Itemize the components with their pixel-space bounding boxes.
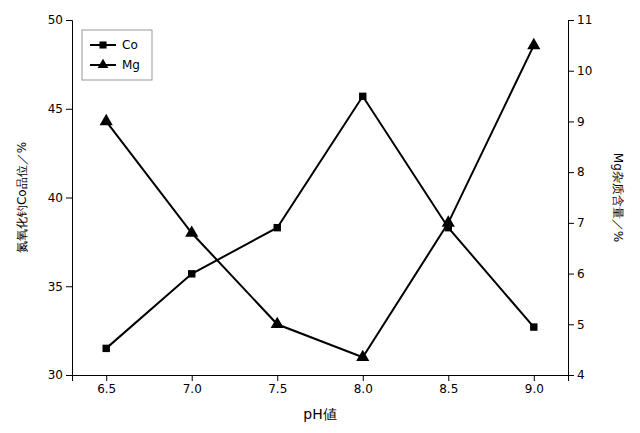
line — [106, 96, 534, 348]
legend-symbol — [99, 41, 106, 48]
tick-label: 9 — [577, 115, 585, 129]
tick-mark — [568, 223, 574, 224]
legend: Co Mg — [82, 30, 152, 80]
x-axis-title: pH値 — [303, 406, 336, 422]
tick-mark — [66, 109, 72, 110]
y-axis: 30 35 40 45 50 — [48, 13, 73, 382]
point — [100, 114, 113, 125]
y2-axis: 4 5 6 7 8 9 10 11 — [568, 13, 592, 382]
tick-label: 6 — [577, 267, 585, 281]
tick-mark — [568, 375, 574, 376]
point — [442, 215, 455, 226]
tick: 6.5 — [97, 375, 116, 396]
legend-item: Mg — [90, 58, 140, 72]
tick-label: 40 — [48, 191, 63, 205]
tick-label: 45 — [48, 102, 63, 116]
tick: 5 — [568, 318, 585, 332]
tick-label: 9.0 — [525, 382, 544, 396]
tick-label: 8.5 — [439, 382, 458, 396]
tick-label: 7.5 — [268, 382, 287, 396]
legend-item: Co — [90, 38, 138, 52]
tick-mark — [66, 375, 72, 376]
tick-label: 7.0 — [183, 382, 202, 396]
point — [359, 93, 366, 100]
tick: 50 — [48, 13, 72, 27]
axis-line — [73, 376, 569, 382]
series — [100, 38, 541, 361]
tick: 8.0 — [354, 375, 373, 396]
tick-label: 11 — [577, 13, 592, 27]
tick-mark — [106, 375, 107, 381]
tick-label: 4 — [577, 368, 585, 382]
y-axis-title: 氮氧化钓Co品位／% — [15, 142, 29, 253]
tick-mark — [568, 121, 574, 122]
marks — [100, 38, 541, 361]
tick-label: 10 — [577, 64, 592, 78]
point — [530, 323, 537, 330]
tick-mark — [534, 375, 535, 381]
chart: 6.57.07.58.08.59.030354045504567891011pH… — [0, 0, 640, 433]
tick: 7.0 — [183, 375, 202, 396]
tick-mark — [568, 324, 574, 325]
tick: 8 — [568, 165, 585, 179]
tick-mark — [66, 20, 72, 21]
point — [274, 224, 281, 231]
tick: 11 — [568, 13, 592, 27]
tick-mark — [277, 375, 278, 381]
point — [356, 350, 369, 361]
tick-mark — [192, 375, 193, 381]
tick: 45 — [48, 102, 72, 116]
point — [102, 345, 109, 352]
series — [102, 93, 537, 352]
tick-mark — [448, 375, 449, 381]
tick: 9 — [568, 115, 585, 129]
tick-label: 50 — [48, 13, 63, 27]
tick: 7 — [568, 216, 585, 230]
tick-mark — [66, 198, 72, 199]
axis-line — [569, 21, 575, 376]
tick: 6 — [568, 267, 585, 281]
legend-symbol — [98, 59, 109, 68]
tick-label: 8.0 — [354, 382, 373, 396]
line — [106, 45, 534, 357]
point — [527, 38, 540, 49]
tick-label: 35 — [48, 280, 63, 294]
tick-label: 7 — [577, 216, 585, 230]
point — [185, 225, 198, 236]
tick-label: 8 — [577, 165, 585, 179]
x-axis: 6.5 7.0 7.5 8.0 8.5 9.0 — [73, 375, 569, 396]
legend-label: Mg — [122, 58, 140, 72]
tick: 7.5 — [268, 375, 287, 396]
tick-mark — [568, 71, 574, 72]
tick: 10 — [568, 64, 592, 78]
tick-mark — [66, 286, 72, 287]
tick: 9.0 — [525, 375, 544, 396]
tick: 35 — [48, 280, 72, 294]
legend-box — [82, 30, 152, 80]
point — [271, 317, 284, 328]
tick: 40 — [48, 191, 72, 205]
tick: 4 — [568, 368, 585, 382]
tick-label: 5 — [577, 318, 585, 332]
tick-mark — [568, 274, 574, 275]
tick-label: 30 — [48, 368, 63, 382]
tick-mark — [568, 20, 574, 21]
y2-axis-title: Mg杂质含量／% — [611, 153, 625, 242]
point — [188, 270, 195, 277]
axis-line — [66, 21, 73, 376]
tick: 30 — [48, 368, 72, 382]
tick-mark — [568, 172, 574, 173]
tick-label: 6.5 — [97, 382, 116, 396]
legend-label: Co — [122, 38, 138, 52]
tick-mark — [363, 375, 364, 381]
plot: 6.57.07.58.08.59.030354045504567891011pH… — [15, 13, 625, 422]
tick: 8.5 — [439, 375, 458, 396]
